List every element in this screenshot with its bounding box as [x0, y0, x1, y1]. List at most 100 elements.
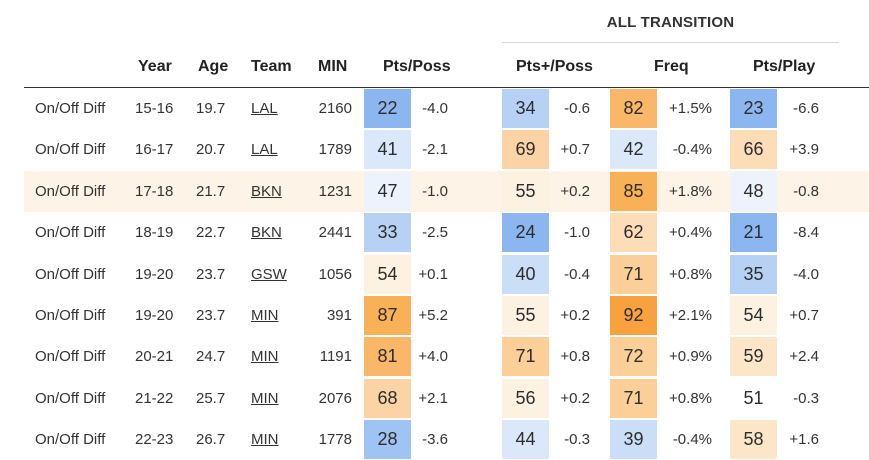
table-row: On/Off Diff 17-18 21.7 BKN 1231 47 -1.0 55 +0.2 8…: [24, 170, 869, 212]
pts-poss-percentile: 33: [364, 213, 411, 253]
freq-percentile: 72: [610, 337, 657, 377]
pts-plus-poss-percentile: 44: [502, 420, 549, 460]
pts-poss-diff: +4.0: [418, 348, 448, 366]
team-link[interactable]: MIN: [251, 431, 279, 449]
pts-poss-percentile: 28: [364, 420, 411, 460]
pts-play-percentile: 48: [730, 171, 777, 211]
freq-percentile: 85: [610, 171, 657, 211]
freq-diff: +2.1%: [669, 307, 712, 324]
pts-plus-poss-percentile: 71: [502, 337, 549, 377]
pts-plus-poss-percentile: 55: [502, 296, 549, 335]
table-row: On/Off Diff 20-21 24.7 MIN 1191 81 +4.0 71 +0.8 7…: [24, 336, 869, 377]
pts-play-percentile: 35: [730, 254, 777, 294]
pts-plus-poss-percentile: 69: [502, 130, 549, 170]
pts-play-diff: -0.8: [793, 182, 819, 200]
year-cell: 19-20: [135, 265, 174, 283]
pts-play-percentile: 51: [730, 378, 777, 418]
pts-plus-poss-percentile: 24: [502, 213, 549, 253]
pts-play-percentile: 54: [730, 296, 777, 335]
pts-poss-diff: -3.6: [422, 431, 448, 449]
pts-poss-diff: -1.0: [422, 182, 448, 200]
pts-plus-poss-diff: +0.2: [560, 389, 590, 407]
pts-play-percentile: 23: [730, 89, 777, 128]
column-header-pts-play: Pts/Play: [753, 58, 816, 75]
team-link[interactable]: MIN: [251, 307, 279, 324]
table-row: On/Off Diff 19-20 23.7 GSW 1056 54 +0.1 40 -0.4 7…: [24, 254, 869, 295]
year-cell: 15-16: [135, 100, 174, 117]
column-header-year: Year: [138, 58, 172, 75]
freq-percentile: 39: [610, 420, 657, 460]
pts-poss-diff: +5.2: [418, 307, 448, 324]
pts-plus-poss-diff: +0.2: [560, 307, 590, 324]
pts-poss-diff: -2.5: [422, 224, 448, 242]
pts-plus-poss-percentile: 40: [502, 254, 549, 294]
pts-plus-poss-percentile: 56: [502, 378, 549, 418]
pts-plus-poss-diff: +0.7: [560, 141, 590, 159]
team-link[interactable]: GSW: [251, 265, 287, 283]
age-cell: 24.7: [196, 348, 226, 366]
table-row: On/Off Diff 19-20 23.7 MIN 391 87 +5.2 55 +0.2 92…: [24, 295, 869, 336]
min-cell: 2441: [318, 224, 352, 242]
pts-poss-percentile: 87: [364, 296, 411, 335]
pts-play-diff: +3.9: [789, 141, 819, 159]
age-cell: 20.7: [196, 141, 226, 159]
pts-poss-diff: -2.1: [422, 141, 448, 159]
row-label: On/Off Diff: [35, 348, 106, 366]
pts-poss-percentile: 47: [364, 171, 411, 211]
pts-play-percentile: 58: [730, 420, 777, 460]
year-cell: 20-21: [135, 348, 174, 366]
year-cell: 16-17: [135, 141, 174, 159]
row-label: On/Off Diff: [35, 431, 106, 449]
header-divider: [24, 87, 869, 88]
row-label: On/Off Diff: [35, 100, 106, 117]
column-header-team: Team: [251, 58, 292, 75]
team-link[interactable]: MIN: [251, 389, 279, 407]
table-row: On/Off Diff 21-22 25.7 MIN 2076 68 +2.1 56 +0.2 7…: [24, 378, 869, 419]
year-cell: 18-19: [135, 224, 174, 242]
pts-poss-percentile: 22: [364, 89, 411, 128]
pts-plus-poss-diff: -0.4: [564, 265, 590, 283]
freq-percentile: 42: [610, 130, 657, 170]
team-link[interactable]: LAL: [251, 141, 278, 159]
freq-diff: +0.8%: [669, 265, 712, 283]
column-header-age: Age: [198, 58, 229, 75]
pts-plus-poss-diff: -1.0: [564, 224, 590, 242]
freq-diff: +0.9%: [669, 348, 712, 366]
pts-plus-poss-diff: -0.6: [564, 100, 590, 117]
team-link[interactable]: BKN: [251, 224, 282, 242]
row-label: On/Off Diff: [35, 265, 106, 283]
freq-percentile: 71: [610, 254, 657, 294]
year-cell: 22-23: [135, 431, 174, 449]
pts-play-diff: -4.0: [793, 265, 819, 283]
pts-play-percentile: 21: [730, 213, 777, 253]
freq-percentile: 71: [610, 378, 657, 418]
age-cell: 19.7: [196, 100, 226, 117]
freq-percentile: 82: [610, 89, 657, 128]
group-header-divider: [502, 42, 839, 43]
pts-poss-percentile: 81: [364, 337, 411, 377]
team-link[interactable]: BKN: [251, 182, 282, 200]
group-header-all-transition: ALL TRANSITION: [606, 14, 735, 31]
pts-play-diff: -6.6: [793, 100, 819, 117]
year-cell: 19-20: [135, 307, 174, 324]
team-link[interactable]: LAL: [251, 100, 278, 117]
pts-poss-diff: +2.1: [418, 389, 448, 407]
pts-poss-diff: -4.0: [422, 100, 448, 117]
pts-play-diff: -8.4: [793, 224, 819, 242]
table-row: On/Off Diff 16-17 20.7 LAL 1789 41 -2.1 69 +0.7 4…: [24, 129, 869, 170]
table-row: On/Off Diff 22-23 26.7 MIN 1778 28 -3.6 44 -0.3 3…: [24, 419, 869, 460]
age-cell: 25.7: [196, 389, 226, 407]
age-cell: 26.7: [196, 431, 226, 449]
freq-diff: +0.4%: [669, 224, 712, 242]
pts-plus-poss-percentile: 34: [502, 89, 549, 128]
freq-diff: +1.5%: [669, 100, 712, 117]
min-cell: 1778: [318, 431, 352, 449]
team-link[interactable]: MIN: [251, 348, 279, 366]
pts-play-diff: +2.4: [789, 348, 819, 366]
min-cell: 391: [326, 307, 352, 324]
min-cell: 1231: [318, 182, 352, 200]
age-cell: 23.7: [196, 265, 226, 283]
row-label: On/Off Diff: [35, 182, 106, 200]
column-header-pts-plus-poss: Pts+/Poss: [516, 58, 593, 75]
